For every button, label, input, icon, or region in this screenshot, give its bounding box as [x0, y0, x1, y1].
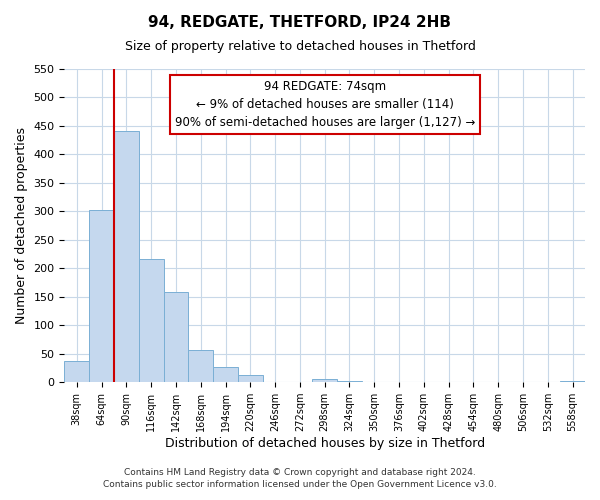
Text: 94 REDGATE: 74sqm
← 9% of detached houses are smaller (114)
90% of semi-detached: 94 REDGATE: 74sqm ← 9% of detached house… [175, 80, 475, 129]
Bar [188, 350, 213, 382]
Bar [89, 210, 114, 382]
Bar [213, 368, 238, 382]
Text: Contains HM Land Registry data © Crown copyright and database right 2024.
Contai: Contains HM Land Registry data © Crown c… [103, 468, 497, 489]
Bar [139, 259, 164, 382]
Text: 94, REDGATE, THETFORD, IP24 2HB: 94, REDGATE, THETFORD, IP24 2HB [149, 15, 452, 30]
Bar [114, 131, 139, 382]
Bar [337, 380, 362, 382]
Bar [560, 381, 585, 382]
Bar [313, 380, 337, 382]
X-axis label: Distribution of detached houses by size in Thetford: Distribution of detached houses by size … [164, 437, 485, 450]
Bar [164, 292, 188, 382]
Bar [64, 361, 89, 382]
Bar [238, 376, 263, 382]
Y-axis label: Number of detached properties: Number of detached properties [15, 127, 28, 324]
Text: Size of property relative to detached houses in Thetford: Size of property relative to detached ho… [125, 40, 475, 53]
